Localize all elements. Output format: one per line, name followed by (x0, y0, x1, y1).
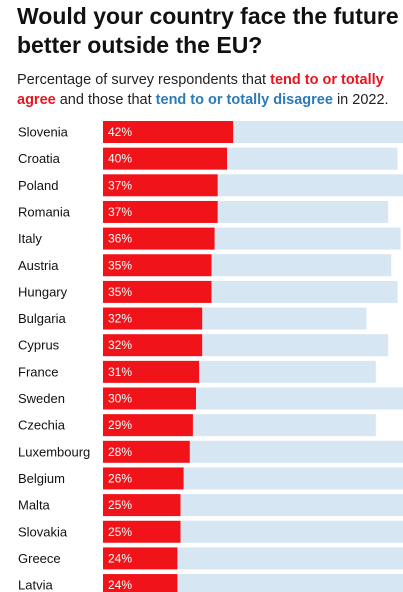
agree-bar-sweden (103, 387, 196, 410)
chart-title: Would your country face the future bette… (17, 3, 399, 58)
disagree-bar-slovakia (180, 520, 403, 543)
agree-value-latvia: 24% (108, 578, 132, 592)
agree-bar-croatia (103, 147, 227, 170)
disagree-bar-czechia (192, 414, 376, 437)
chart-subtitle: Percentage of survey respondents that te… (17, 70, 403, 110)
subtitle-text-2: and those that (55, 92, 156, 108)
country-label-cyprus: Cyprus (18, 338, 60, 353)
disagree-bar-romania (217, 200, 389, 223)
agree-value-cyprus: 32% (108, 338, 132, 352)
disagree-bar-poland (217, 174, 403, 197)
country-label-croatia: Croatia (18, 151, 61, 166)
country-label-hungary: Hungary (18, 284, 68, 299)
disagree-bar-austria (211, 254, 392, 277)
subtitle-text-1: Percentage of survey respondents that (17, 72, 271, 88)
disagree-bar-malta (180, 494, 403, 517)
agree-value-belgium: 26% (108, 471, 132, 485)
agree-bar-czechia (103, 414, 193, 437)
subtitle-disagree: tend to or totally disagree (155, 92, 333, 108)
agree-bar-greece (103, 547, 178, 570)
agree-value-france: 31% (108, 365, 132, 379)
agree-bar-slovakia (103, 520, 181, 543)
agree-value-slovenia: 42% (108, 125, 132, 139)
country-label-sweden: Sweden (18, 391, 65, 406)
country-label-italy: Italy (18, 231, 42, 246)
country-label-austria: Austria (18, 258, 59, 273)
subtitle-text-3: in 2022. (332, 92, 389, 108)
agree-value-greece: 24% (108, 551, 132, 565)
disagree-bar-italy (214, 227, 401, 250)
country-label-romania: Romania (18, 204, 71, 219)
agree-bar-cyprus (103, 334, 203, 357)
bar-chart: Slovenia 42% Croatia 40% Poland 37% Romania 37%… (18, 121, 403, 592)
country-label-luxembourg: Luxembourg (18, 444, 90, 459)
agree-value-croatia: 40% (108, 152, 132, 166)
agree-bar-bulgaria (103, 307, 203, 330)
agree-bar-poland (103, 174, 218, 197)
agree-bar-belgium (103, 467, 184, 490)
disagree-bar-luxembourg (189, 440, 403, 463)
country-label-slovenia: Slovenia (18, 125, 69, 140)
agree-bar-italy (103, 227, 215, 250)
agree-bar-luxembourg (103, 440, 190, 463)
agree-value-poland: 37% (108, 178, 132, 192)
agree-value-austria: 35% (108, 258, 132, 272)
disagree-bar-croatia (227, 147, 398, 170)
agree-value-sweden: 30% (108, 392, 132, 406)
country-label-czechia: Czechia (18, 418, 66, 433)
agree-bar-malta (103, 494, 181, 517)
agree-bar-hungary (103, 280, 212, 303)
country-label-belgium: Belgium (18, 471, 65, 486)
agree-value-romania: 37% (108, 205, 132, 219)
agree-value-czechia: 29% (108, 418, 132, 432)
agree-bar-latvia (103, 574, 178, 592)
disagree-bar-belgium (183, 467, 403, 490)
agree-bar-france (103, 360, 200, 383)
country-label-bulgaria: Bulgaria (18, 311, 66, 326)
disagree-bar-sweden (196, 387, 403, 410)
country-label-latvia: Latvia (18, 578, 53, 592)
disagree-bar-slovenia (233, 121, 403, 143)
agree-bar-romania (103, 200, 218, 223)
country-label-poland: Poland (18, 178, 58, 193)
country-label-slovakia: Slovakia (18, 524, 68, 539)
country-label-malta: Malta (18, 498, 51, 513)
agree-value-luxembourg: 28% (108, 445, 132, 459)
agree-value-hungary: 35% (108, 285, 132, 299)
agree-value-slovakia: 25% (108, 525, 132, 539)
disagree-bar-france (199, 360, 376, 383)
country-label-france: France (18, 364, 58, 379)
agree-bar-slovenia (103, 121, 234, 143)
country-label-greece: Greece (18, 551, 61, 566)
agree-value-bulgaria: 32% (108, 312, 132, 326)
agree-value-italy: 36% (108, 232, 132, 246)
agree-bar-austria (103, 254, 212, 277)
disagree-bar-latvia (177, 574, 403, 592)
disagree-bar-bulgaria (202, 307, 367, 330)
agree-value-malta: 25% (108, 498, 132, 512)
disagree-bar-greece (177, 547, 403, 570)
subtitle-agree: tend to or totally agree (17, 72, 384, 108)
disagree-bar-hungary (211, 280, 398, 303)
disagree-bar-cyprus (202, 334, 389, 357)
